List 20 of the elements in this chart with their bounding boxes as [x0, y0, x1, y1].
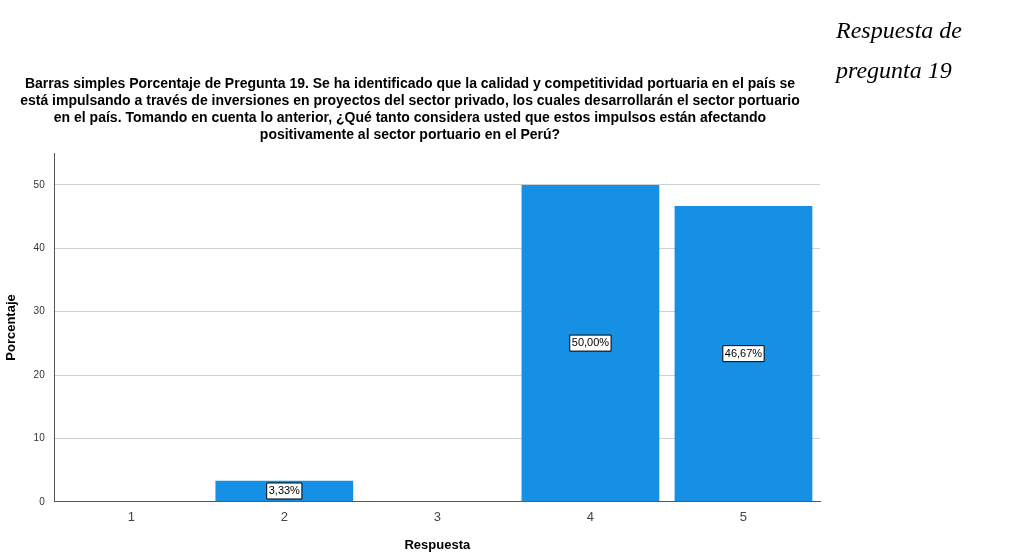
- y-axis-title: Porcentaje: [3, 294, 19, 361]
- x-axis-title: Respuesta: [404, 536, 472, 552]
- x-tick-label: 5: [739, 509, 748, 525]
- text: Respuesta de pregunta 19: [836, 16, 963, 85]
- y-tick-label: 40: [33, 242, 46, 254]
- data-label: 3,33%: [268, 484, 301, 497]
- chart-title: Barras simples Porcentaje de Pregunta 19. Se ha identificado que la calidad y competitividad portuaria en el país se está impulsando a través de inversiones en proyectos del sector privado, los cuales desarrollarán el sector portuario en el país. Tomando en cuenta lo anterior, ¿Qué tanto considera usted que estos impulsos están afectando positivamente al sector portuario en el Perú?: [20, 75, 800, 142]
- y-tick-label: 30: [33, 305, 46, 317]
- bar: [674, 206, 813, 502]
- data-label: 46,67%: [724, 346, 763, 359]
- x-tick-label: 4: [586, 509, 595, 525]
- y-tick-label: 0: [39, 495, 46, 507]
- y-tick-label: 20: [33, 368, 46, 380]
- data-label: 50,00%: [571, 336, 610, 349]
- bar: [521, 184, 660, 502]
- x-tick-label: 1: [127, 509, 135, 525]
- x-tick-label: 2: [280, 509, 288, 525]
- y-tick-label: 50: [33, 178, 46, 190]
- y-tick-label: 10: [33, 432, 46, 444]
- x-tick-label: 3: [433, 509, 441, 525]
